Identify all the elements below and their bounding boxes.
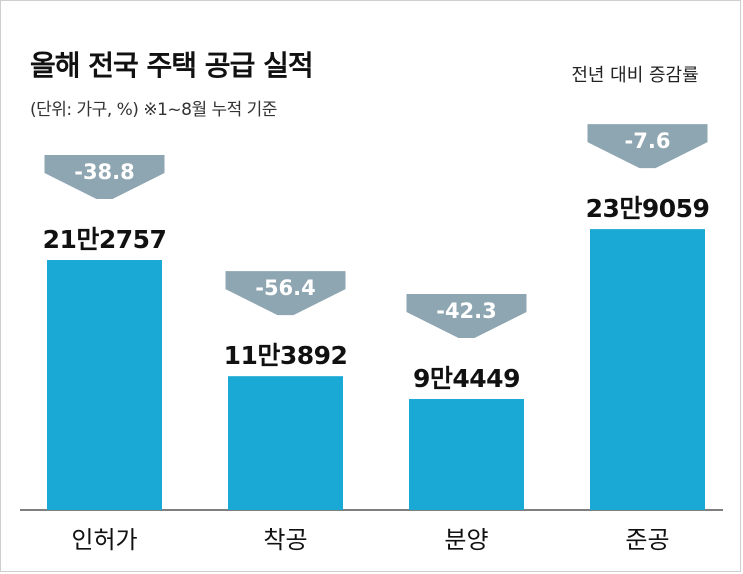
change-arrow-2 — [225, 271, 346, 316]
change-label-1: -38.8 — [74, 160, 135, 184]
value-label-2: 11만3892 — [224, 341, 348, 370]
category-label-1: 인허가 — [71, 526, 137, 554]
change-rate-note: 전년 대비 증감률 — [571, 65, 699, 86]
value-label-1: 21만2757 — [43, 225, 167, 254]
bar-3 — [409, 399, 524, 510]
change-label-4: -7.6 — [625, 129, 671, 153]
value-label-4: 23만9059 — [586, 194, 710, 223]
change-arrow-4 — [587, 124, 708, 169]
change-arrow-3 — [406, 294, 527, 339]
bar-2 — [228, 376, 343, 510]
value-label-3: 9만4449 — [413, 364, 520, 393]
category-label-3: 분양 — [444, 526, 488, 554]
change-label-2: -56.4 — [255, 276, 316, 300]
category-label-4: 준공 — [625, 526, 669, 554]
change-arrow-1 — [44, 155, 165, 200]
change-label-3: -42.3 — [436, 299, 497, 323]
bar-1 — [47, 260, 162, 510]
chart-subtitle: (단위: 가구, %) ※1~8월 누적 기준 — [30, 100, 277, 120]
category-label-2: 착공 — [263, 526, 307, 554]
bar-4 — [590, 229, 705, 510]
chart-title: 올해 전국 주택 공급 실적 — [30, 49, 314, 82]
